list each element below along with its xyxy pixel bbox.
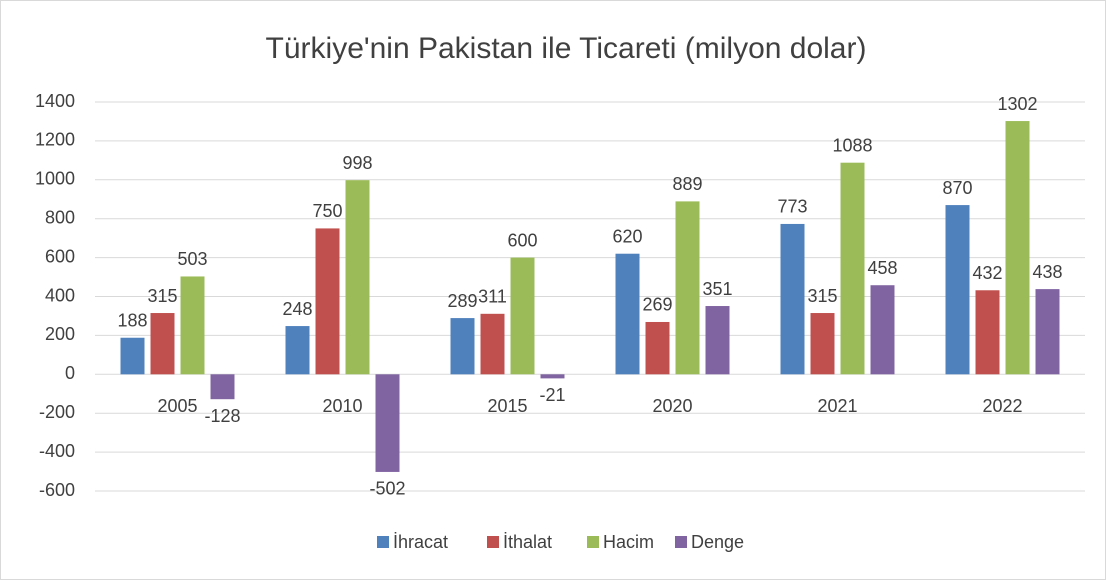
data-label: 1302 bbox=[997, 94, 1037, 114]
data-label: 315 bbox=[807, 286, 837, 306]
x-tick-label: 2005 bbox=[157, 396, 197, 416]
y-tick-label: 1200 bbox=[35, 130, 75, 150]
legend-swatch bbox=[587, 536, 599, 548]
bar bbox=[180, 276, 205, 375]
y-tick-label: -600 bbox=[39, 480, 75, 500]
data-label: 458 bbox=[867, 258, 897, 278]
bar bbox=[210, 374, 235, 400]
bar bbox=[675, 201, 700, 375]
data-label: 315 bbox=[147, 286, 177, 306]
bar bbox=[1005, 121, 1030, 375]
legend-label: Hacim bbox=[603, 532, 654, 552]
legend-label: İhracat bbox=[393, 532, 448, 552]
y-tick-label: -200 bbox=[39, 402, 75, 422]
bar bbox=[645, 321, 670, 375]
data-label: 188 bbox=[117, 310, 147, 330]
bar bbox=[615, 253, 640, 375]
data-label: 351 bbox=[702, 279, 732, 299]
y-tick-label: 200 bbox=[45, 324, 75, 344]
data-label: 289 bbox=[447, 291, 477, 311]
bar bbox=[375, 374, 400, 472]
data-label: -21 bbox=[539, 385, 565, 405]
bar bbox=[975, 290, 1000, 375]
data-label: 269 bbox=[642, 295, 672, 315]
data-label: 438 bbox=[1032, 262, 1062, 282]
bar bbox=[345, 180, 370, 375]
bar bbox=[510, 257, 535, 375]
data-label: 432 bbox=[972, 263, 1002, 283]
x-tick-label: 2022 bbox=[982, 396, 1022, 416]
bar bbox=[870, 285, 895, 375]
bar bbox=[450, 318, 475, 375]
y-tick-label: 400 bbox=[45, 285, 75, 305]
data-label: 889 bbox=[672, 174, 702, 194]
bar bbox=[315, 228, 340, 375]
bar bbox=[705, 306, 730, 375]
data-label: 1088 bbox=[832, 135, 872, 155]
bar bbox=[840, 162, 865, 375]
data-label: 750 bbox=[312, 201, 342, 221]
bar bbox=[945, 205, 970, 375]
data-label: 620 bbox=[612, 226, 642, 246]
bar bbox=[1035, 289, 1060, 375]
legend-swatch bbox=[487, 536, 499, 548]
data-label: 503 bbox=[177, 249, 207, 269]
legend-label: Denge bbox=[691, 532, 744, 552]
x-tick-label: 2015 bbox=[487, 396, 527, 416]
chart-title: Türkiye'nin Pakistan ile Ticareti (milyo… bbox=[266, 32, 867, 65]
y-tick-label: 800 bbox=[45, 207, 75, 227]
legend-swatch bbox=[675, 536, 687, 548]
x-tick-label: 2020 bbox=[652, 396, 692, 416]
y-tick-label: -400 bbox=[39, 441, 75, 461]
legend-label: İthalat bbox=[503, 532, 552, 552]
bar bbox=[120, 337, 145, 375]
data-label: -128 bbox=[204, 406, 240, 426]
bar bbox=[150, 313, 175, 375]
y-tick-label: 1400 bbox=[35, 91, 75, 111]
data-label: 773 bbox=[777, 197, 807, 217]
x-tick-label: 2021 bbox=[817, 396, 857, 416]
data-label: 248 bbox=[282, 299, 312, 319]
y-tick-label: 0 bbox=[65, 363, 75, 383]
data-label: 998 bbox=[342, 153, 372, 173]
data-label: 311 bbox=[478, 287, 507, 307]
x-tick-label: 2010 bbox=[322, 396, 362, 416]
data-label: -502 bbox=[369, 479, 405, 499]
legend-swatch bbox=[377, 536, 389, 548]
bar bbox=[810, 313, 835, 375]
data-label: 600 bbox=[507, 230, 537, 250]
data-label: 870 bbox=[942, 178, 972, 198]
bar bbox=[480, 313, 505, 375]
bar bbox=[780, 223, 805, 375]
bar bbox=[285, 326, 310, 375]
bar bbox=[540, 374, 565, 379]
y-tick-label: 1000 bbox=[35, 169, 75, 189]
y-tick-label: 600 bbox=[45, 246, 75, 266]
